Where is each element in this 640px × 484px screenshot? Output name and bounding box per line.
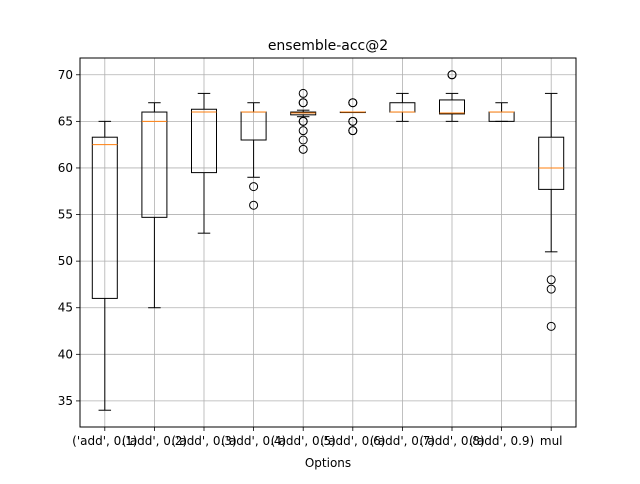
flier-point bbox=[298, 116, 308, 126]
flier-point bbox=[546, 321, 556, 331]
box-body bbox=[141, 111, 168, 218]
flier-point bbox=[298, 126, 308, 136]
box-6 bbox=[339, 98, 366, 136]
flier-point bbox=[249, 182, 259, 192]
x-tick-label: ('add', 0.8) bbox=[419, 434, 484, 448]
x-axis: ('add', 0.1)('add', 0.2)('add', 0.3)('ad… bbox=[72, 427, 563, 448]
box-10 bbox=[538, 92, 565, 331]
flier-point bbox=[249, 200, 259, 210]
box-4 bbox=[240, 102, 267, 210]
y-tick-label: 65 bbox=[58, 114, 73, 128]
x-tick-label: ('add', 0.5) bbox=[271, 434, 336, 448]
x-tick-label: ('add', 0.9) bbox=[469, 434, 534, 448]
flier-point bbox=[298, 88, 308, 98]
x-tick-label: ('add', 0.4) bbox=[221, 434, 286, 448]
flier-point bbox=[348, 98, 358, 108]
x-tick-label: ('add', 0.6) bbox=[320, 434, 385, 448]
y-tick-label: 55 bbox=[58, 208, 73, 222]
flier-point bbox=[447, 70, 457, 80]
y-tick-label: 50 bbox=[58, 254, 73, 268]
box-2 bbox=[141, 102, 168, 309]
y-tick-label: 60 bbox=[58, 161, 73, 175]
y-tick-label: 40 bbox=[58, 347, 73, 361]
box-5 bbox=[290, 88, 317, 154]
y-axis: 35 40 45 50 55 60 65 70 bbox=[58, 68, 80, 408]
boxes bbox=[91, 70, 565, 411]
chart-title: ensemble-acc@2 bbox=[268, 38, 388, 54]
y-tick-label: 45 bbox=[58, 301, 73, 315]
x-tick-label: ('add', 0.2) bbox=[122, 434, 187, 448]
box-body bbox=[439, 99, 465, 115]
x-tick-label: ('add', 0.7) bbox=[370, 434, 435, 448]
flier-point bbox=[298, 98, 308, 108]
flier-point bbox=[348, 126, 358, 136]
box-body bbox=[538, 136, 565, 190]
box-body bbox=[91, 136, 118, 299]
box-1 bbox=[91, 120, 118, 411]
box-8 bbox=[439, 70, 465, 122]
box-7 bbox=[389, 92, 416, 122]
flier-point bbox=[298, 144, 308, 154]
flier-point bbox=[348, 116, 358, 126]
y-tick-label: 35 bbox=[58, 394, 73, 408]
flier-point bbox=[546, 284, 556, 294]
x-tick-label: mul bbox=[540, 434, 563, 448]
flier-point bbox=[546, 275, 556, 285]
box-3 bbox=[191, 92, 217, 234]
plot-frame bbox=[79, 57, 577, 428]
flier-point bbox=[298, 135, 308, 145]
x-axis-label: Options bbox=[305, 456, 351, 470]
box-body bbox=[191, 108, 217, 174]
x-tick-label: ('add', 0.3) bbox=[171, 434, 236, 448]
box-9 bbox=[488, 102, 515, 122]
x-tick-label: ('add', 0.1) bbox=[72, 434, 137, 448]
y-tick-label: 70 bbox=[58, 68, 73, 82]
